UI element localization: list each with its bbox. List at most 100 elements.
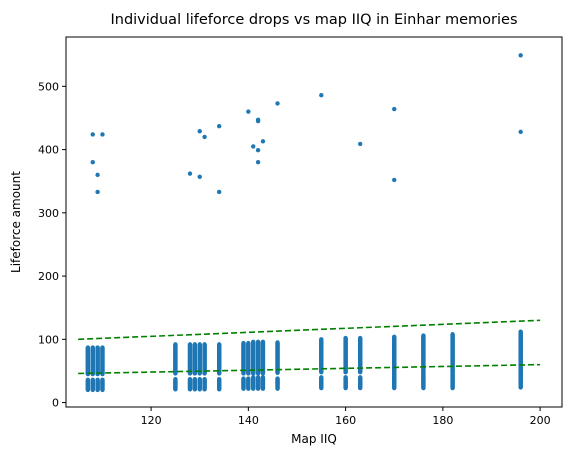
data-point <box>358 335 363 341</box>
outlier-point <box>255 148 261 153</box>
outlier-point <box>197 174 202 179</box>
y-tick-label: 0 <box>52 397 59 410</box>
data-point <box>450 332 455 337</box>
data-point <box>95 345 100 350</box>
point-column <box>187 342 193 376</box>
data-point <box>187 376 193 382</box>
x-tick-label: 120 <box>141 414 162 427</box>
outlier-point <box>90 160 95 165</box>
point-column <box>343 375 348 391</box>
data-point <box>275 340 280 345</box>
data-layer <box>85 53 523 393</box>
point-column <box>192 376 198 392</box>
data-point <box>216 342 222 347</box>
y-tick-label: 300 <box>38 207 59 220</box>
point-column <box>173 342 178 376</box>
point-column <box>421 371 426 391</box>
point-column <box>95 377 100 393</box>
outlier-point <box>216 189 222 195</box>
point-column <box>319 375 324 391</box>
point-column <box>319 337 324 375</box>
data-point <box>192 342 198 347</box>
trend-layer <box>78 319 541 375</box>
data-point <box>251 339 256 345</box>
data-point <box>100 377 105 382</box>
data-point <box>197 376 202 382</box>
trend-line <box>78 319 541 341</box>
y-tick-label: 500 <box>38 80 59 93</box>
data-point <box>358 375 363 380</box>
outlier-point <box>95 172 100 178</box>
outlier-point <box>260 139 266 144</box>
point-column <box>173 376 178 392</box>
point-column <box>450 371 455 391</box>
data-point <box>241 376 246 381</box>
point-column <box>216 342 222 376</box>
y-tick-label: 400 <box>38 144 59 157</box>
point-column <box>187 376 193 392</box>
outlier-point <box>216 123 222 129</box>
point-column <box>85 377 91 393</box>
y-tick-label: 200 <box>38 270 59 283</box>
point-column <box>358 335 363 375</box>
data-point <box>85 377 91 382</box>
data-point <box>216 376 222 382</box>
point-column <box>216 376 222 392</box>
outlier-point <box>392 106 397 112</box>
data-point <box>319 337 324 342</box>
data-point <box>260 339 266 345</box>
x-tick-label: 200 <box>530 414 551 427</box>
point-column <box>197 376 202 392</box>
data-point <box>241 340 246 346</box>
data-point <box>343 375 348 380</box>
outlier-point <box>319 92 324 98</box>
point-column <box>343 335 348 375</box>
outlier-point <box>197 129 202 134</box>
data-point <box>173 342 178 347</box>
data-point <box>421 333 426 338</box>
point-column <box>241 376 246 391</box>
point-column <box>421 333 426 375</box>
x-axis-label: Map IIQ <box>291 432 337 446</box>
data-point <box>275 376 280 381</box>
data-point <box>202 342 207 347</box>
data-point <box>255 339 261 345</box>
outlier-point <box>518 129 523 135</box>
point-column <box>100 377 105 393</box>
data-point <box>173 376 178 382</box>
data-point <box>85 345 91 350</box>
outlier-point <box>187 171 193 176</box>
point-column <box>260 375 266 391</box>
x-tick-label: 140 <box>238 414 259 427</box>
data-point <box>95 377 100 382</box>
data-point <box>392 334 397 339</box>
data-point <box>100 345 105 350</box>
outlier-point <box>95 189 100 195</box>
outlier-point <box>392 177 397 183</box>
x-axis: 120 140 160 180 200 <box>141 407 551 427</box>
point-column <box>275 376 280 391</box>
outlier-point <box>90 132 95 137</box>
data-point <box>187 342 193 347</box>
outlier-point <box>275 101 280 106</box>
data-point <box>202 376 207 382</box>
point-column <box>192 342 198 376</box>
y-axis: 0 100 200 300 400 500 <box>38 80 66 410</box>
outlier-point <box>202 134 207 140</box>
trend-line <box>78 363 541 375</box>
x-tick-label: 180 <box>432 414 453 427</box>
point-column <box>241 340 246 376</box>
point-column <box>95 345 100 377</box>
data-point <box>197 342 202 347</box>
data-point <box>192 376 198 382</box>
outlier-point <box>100 132 105 137</box>
point-column <box>90 345 95 377</box>
point-column <box>255 375 261 391</box>
data-point <box>90 345 95 350</box>
data-point <box>518 329 523 334</box>
point-column <box>275 340 280 376</box>
data-point <box>90 377 95 382</box>
point-column <box>90 377 95 393</box>
